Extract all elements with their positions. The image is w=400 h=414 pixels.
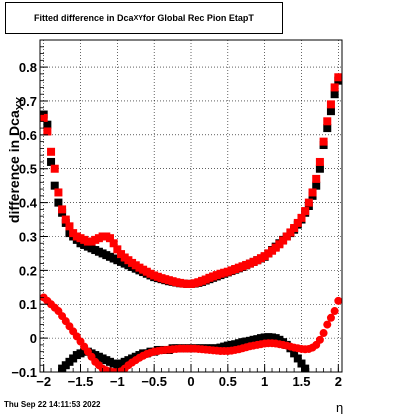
data-point-square: [312, 174, 321, 183]
data-point-square: [54, 188, 63, 197]
data-point-circle: [323, 320, 332, 329]
data-point-square: [40, 113, 48, 122]
chart-title-rest: for Global Rec Pion EtapT: [142, 13, 254, 23]
x-tick-label: 1: [261, 374, 268, 389]
grid-lines: [40, 40, 342, 373]
data-point-square: [297, 359, 306, 368]
x-tick-label: −1.5: [68, 374, 94, 389]
data-point-square: [105, 234, 114, 243]
y-tick-label: 0.5: [19, 162, 37, 177]
data-point-square: [47, 157, 56, 166]
data-point-square: [319, 137, 328, 146]
data-point-square: [54, 198, 63, 207]
x-tick-label: 0: [187, 374, 194, 389]
y-axis-label: difference in DcaXY: [6, 97, 26, 223]
data-point-square: [286, 228, 295, 237]
data-point-circle: [330, 307, 339, 316]
y-tick-label: −0.1: [11, 365, 37, 380]
data-point-square: [304, 198, 313, 207]
y-tick-label: 0.7: [19, 94, 37, 109]
data-point-circle: [319, 329, 328, 338]
x-tick-label: 1.5: [292, 374, 310, 389]
x-tick-label: −0.5: [141, 374, 167, 389]
data-point-square: [290, 224, 299, 233]
data-point-square: [326, 100, 335, 109]
data-point-square: [326, 107, 335, 116]
timestamp: Thu Sep 22 14:11:53 2022: [4, 400, 101, 409]
x-tick-label: −1: [110, 374, 125, 389]
x-tick-label: −2: [36, 374, 51, 389]
data-point-square: [334, 73, 342, 82]
data-point-square: [330, 83, 339, 92]
x-tick-label: 2: [335, 374, 342, 389]
y-tick-label: 0.6: [19, 128, 37, 143]
data-point-square: [43, 127, 52, 136]
data-point-square: [301, 364, 310, 372]
x-axis-label: η: [336, 400, 343, 414]
chart-title-main: Fitted difference in Dca: [34, 13, 134, 23]
tick-labels: −2 −1.5 −1 −0.5 0 0.5 1 1.5 2 −0.1 0 0.1 0.2 0.3 0.4 0.…: [11, 60, 342, 389]
data-point-square: [282, 232, 291, 241]
y-tick-label: 0.4: [19, 196, 38, 211]
data-point-square: [297, 213, 306, 222]
y-tick-label: 0.3: [19, 229, 37, 244]
axis-ticks: [40, 39, 339, 373]
y-tick-label: 0: [30, 331, 37, 346]
data-point-square: [47, 147, 56, 156]
data-point-square: [290, 349, 299, 358]
y-tick-label: 0.1: [19, 297, 37, 312]
y-tick-label: 0.2: [19, 263, 37, 278]
data-point-square: [50, 164, 59, 173]
chart-title-subscript: XY: [133, 14, 143, 22]
data-point-square: [293, 218, 302, 227]
data-point-square: [315, 157, 324, 166]
data-point-square: [312, 181, 321, 190]
data-point-circle: [315, 335, 324, 344]
chart-title: Fitted difference in Dca XY for Global Re…: [5, 2, 283, 34]
data-point-square: [43, 120, 52, 129]
data-point-circle: [326, 313, 335, 322]
data-point-circle: [334, 296, 342, 305]
data-point-square: [323, 124, 332, 133]
data-point-square: [113, 245, 122, 254]
data-point-square: [50, 181, 59, 190]
data-point-square: [308, 188, 317, 197]
data-point-square: [301, 207, 310, 216]
data-point-square: [61, 215, 70, 224]
data-points: [40, 73, 342, 372]
data-point-square: [279, 236, 288, 245]
y-tick-label: 0.8: [19, 60, 37, 75]
data-point-square: [323, 117, 332, 126]
data-point-square: [58, 205, 67, 214]
data-point-square: [109, 239, 118, 248]
data-point-square: [293, 354, 302, 363]
data-point-square: [330, 90, 339, 99]
data-point-square: [315, 164, 324, 173]
x-tick-label: 0.5: [219, 374, 237, 389]
data-point-square: [65, 222, 74, 231]
